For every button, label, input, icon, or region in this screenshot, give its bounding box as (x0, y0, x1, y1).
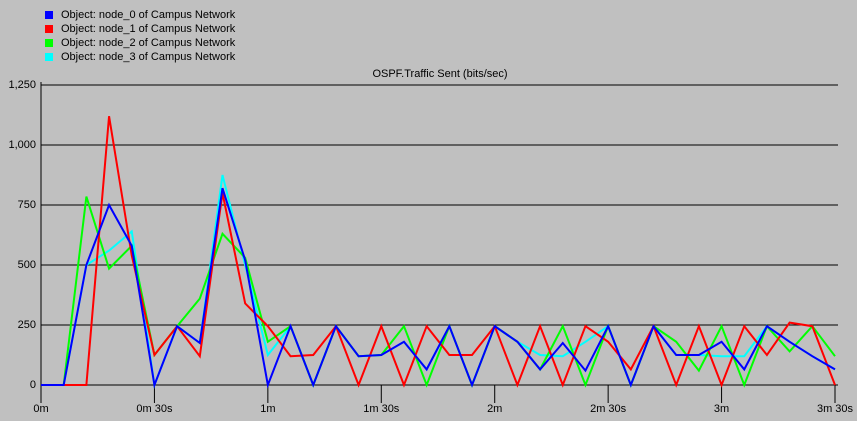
chart-title: OSPF.Traffic Sent (bits/sec) (372, 68, 507, 80)
x-tick-label: 0m (33, 403, 48, 415)
legend-label: Object: node_1 of Campus Network (61, 23, 236, 35)
y-tick-label: 1,250 (8, 79, 36, 91)
x-tick-label: 3m (714, 403, 729, 415)
series-line (41, 116, 836, 388)
series-line (41, 187, 836, 389)
x-tick-label: 1m 30s (363, 403, 400, 415)
legend-label: Object: node_0 of Campus Network (61, 9, 236, 21)
x-tick-label: 3m 30s (817, 403, 854, 415)
legend-swatch (45, 25, 53, 33)
y-tick-label: 0 (30, 379, 36, 391)
legend-label: Object: node_3 of Campus Network (61, 51, 236, 63)
x-tick-label: 1m (260, 403, 275, 415)
legend-swatch (45, 11, 53, 19)
x-tick-label: 0m 30s (136, 403, 173, 415)
y-tick-label: 750 (18, 199, 36, 211)
legend-label: Object: node_2 of Campus Network (61, 37, 236, 49)
y-tick-label: 1,000 (8, 139, 36, 151)
x-tick-label: 2m 30s (590, 403, 627, 415)
x-tick-label: 2m (487, 403, 502, 415)
y-tick-label: 250 (18, 319, 36, 331)
legend-swatch (45, 53, 53, 61)
legend-swatch (45, 39, 53, 47)
y-tick-label: 500 (18, 259, 36, 271)
